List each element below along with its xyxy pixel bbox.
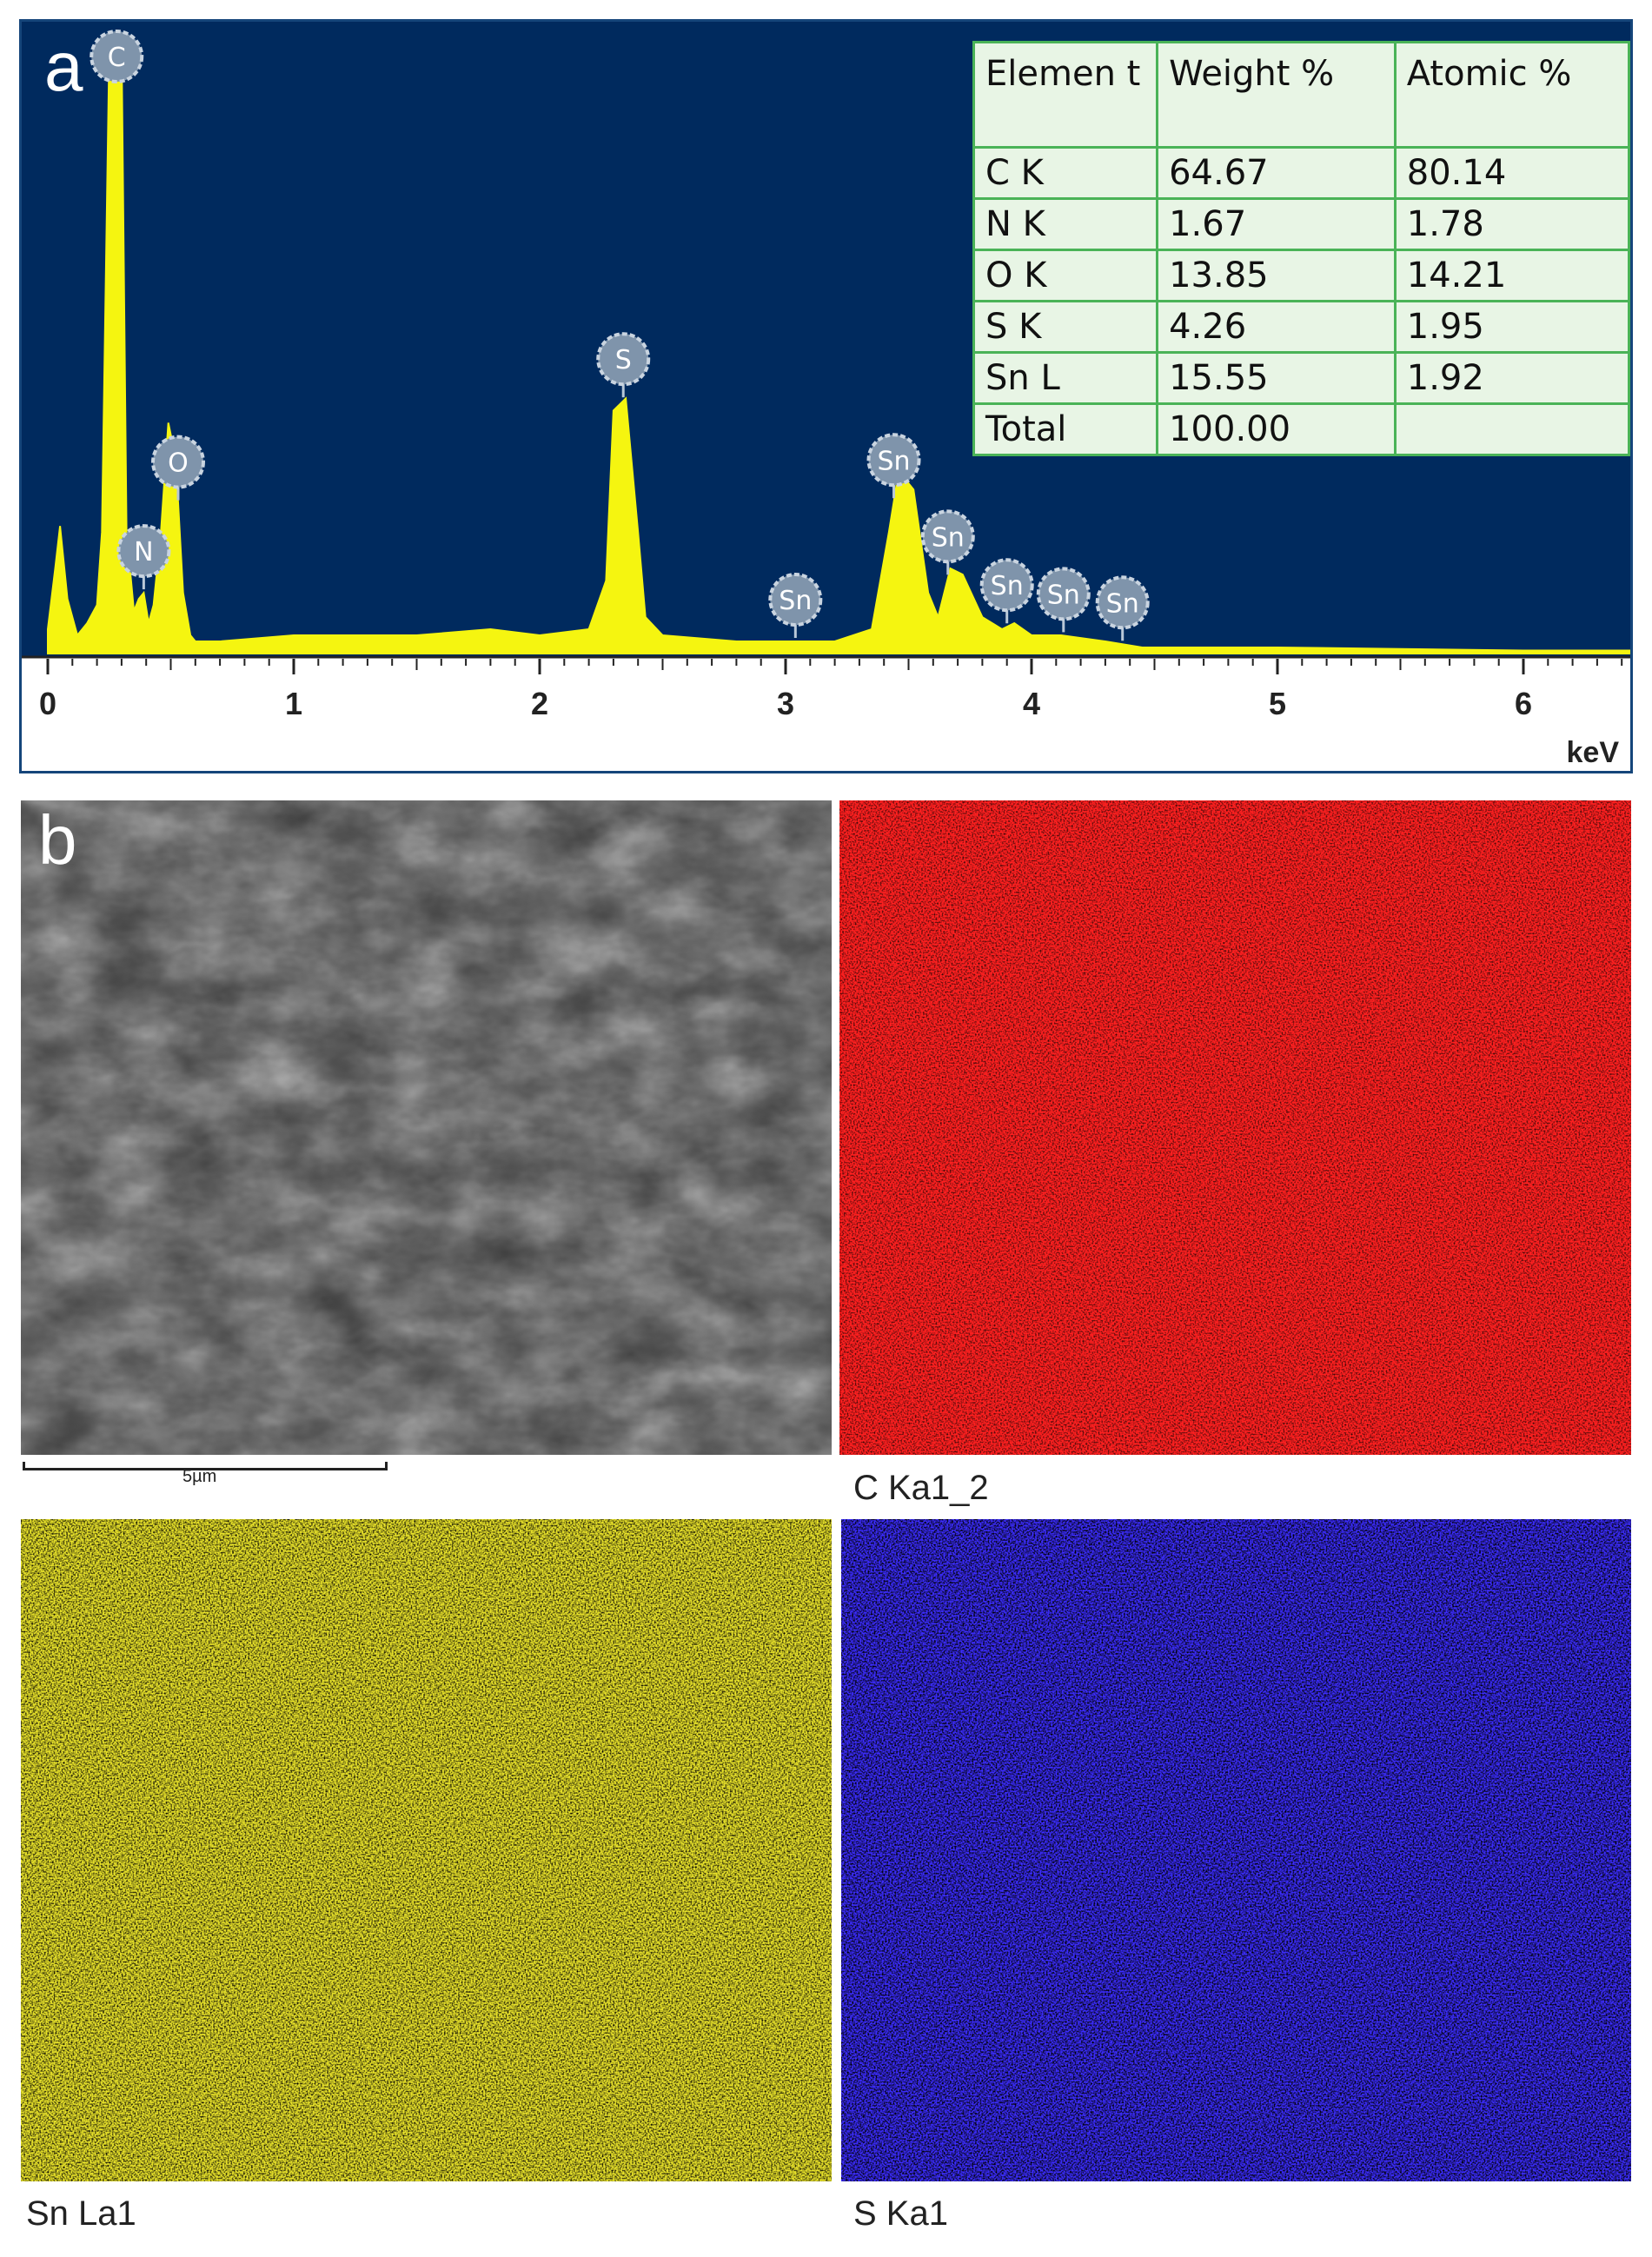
x-tick-label: 4	[1023, 686, 1040, 721]
table-row: N K 1.67 1.78	[972, 197, 1631, 251]
table-cell: 13.85	[1156, 249, 1397, 302]
table-cell: N K	[972, 197, 1159, 251]
table-cell: 80.14	[1393, 146, 1631, 200]
x-tick-label: 3	[777, 686, 794, 721]
peak-label-sn: Sn	[920, 509, 975, 575]
table-cell: 1.92	[1393, 351, 1631, 405]
svg-text:Sn: Sn	[1047, 580, 1080, 610]
table-cell: 1.67	[1156, 197, 1397, 251]
table-row: Total 100.00	[972, 402, 1631, 456]
table-cell: 100.00	[1156, 402, 1397, 456]
svg-text:O: O	[168, 448, 189, 479]
table-cell: Sn L	[972, 351, 1159, 405]
sem-texture	[21, 800, 832, 1455]
peak-label-sn: Sn	[1036, 567, 1091, 633]
peak-label-sn: Sn	[866, 433, 921, 499]
table-header-row: Elemen t Weight % Atomic %	[972, 41, 1631, 149]
table-cell: 14.21	[1393, 249, 1631, 302]
tin-map	[21, 1519, 832, 2181]
element-composition-table: Elemen t Weight % Atomic % C K 64.67 80.…	[972, 41, 1631, 456]
peak-label-n: N	[116, 524, 171, 590]
svg-text:S: S	[615, 345, 632, 375]
peak-label-o: O	[150, 435, 205, 501]
x-tick-label: 2	[531, 686, 548, 721]
table-header-cell: Atomic %	[1393, 41, 1631, 149]
eds-spectrum-panel: C N O S Sn Sn Sn Sn Sn Sn 0 1 2 3 4 5 6 keV a Elemen t …	[19, 19, 1633, 773]
table-row: S K 4.26 1.95	[972, 300, 1631, 354]
tin-map-label: Sn La1	[26, 2194, 136, 2233]
scale-bar	[23, 1462, 388, 1470]
table-cell: 64.67	[1156, 146, 1397, 200]
sem-image: b	[21, 800, 832, 1455]
table-row: C K 64.67 80.14	[972, 146, 1631, 200]
carbon-map	[839, 800, 1631, 1455]
peak-label-c: C	[90, 30, 144, 83]
table-cell: 1.95	[1393, 300, 1631, 354]
peak-label-sn: Sn	[768, 573, 823, 639]
peak-label-sn: Sn	[979, 558, 1034, 624]
sulfur-map-texture	[841, 1519, 1631, 2181]
svg-text:C: C	[108, 43, 126, 73]
table-cell: O K	[972, 249, 1159, 302]
table-cell: Total	[972, 402, 1159, 456]
table-row: O K 13.85 14.21	[972, 249, 1631, 302]
carbon-map-texture	[839, 800, 1631, 1455]
table-cell: C K	[972, 146, 1159, 200]
svg-text:N: N	[134, 537, 153, 568]
table-row: Sn L 15.55 1.92	[972, 351, 1631, 405]
panel-letter-b: b	[38, 801, 77, 879]
svg-text:Sn: Sn	[779, 586, 812, 616]
svg-text:Sn: Sn	[991, 571, 1024, 601]
tin-map-texture	[21, 1519, 832, 2181]
table-cell: 15.55	[1156, 351, 1397, 405]
sulfur-map	[841, 1519, 1631, 2181]
table-header-cell: Elemen t	[972, 41, 1159, 149]
svg-text:Sn: Sn	[932, 522, 965, 553]
peak-label-sn: Sn	[1095, 575, 1150, 641]
table-cell	[1393, 402, 1631, 456]
table-cell: 4.26	[1156, 300, 1397, 354]
table-cell: S K	[972, 300, 1159, 354]
table-header-cell: Weight %	[1156, 41, 1397, 149]
x-tick-label: 5	[1269, 686, 1286, 721]
svg-text:Sn: Sn	[1106, 588, 1139, 619]
x-tick-label: 6	[1515, 686, 1532, 721]
scale-bar-label: 5µm	[182, 1467, 217, 1486]
carbon-map-label: C Ka1_2	[853, 1469, 989, 1507]
x-axis-label: keV	[1567, 736, 1620, 769]
x-tick-label: 1	[285, 686, 302, 721]
peak-label-s: S	[596, 332, 651, 398]
panel-letter-a: a	[44, 28, 83, 105]
x-tick-label: 0	[39, 686, 56, 721]
sulfur-map-label: S Ka1	[853, 2194, 948, 2233]
table-cell: 1.78	[1393, 197, 1631, 251]
svg-text:Sn: Sn	[877, 446, 910, 476]
